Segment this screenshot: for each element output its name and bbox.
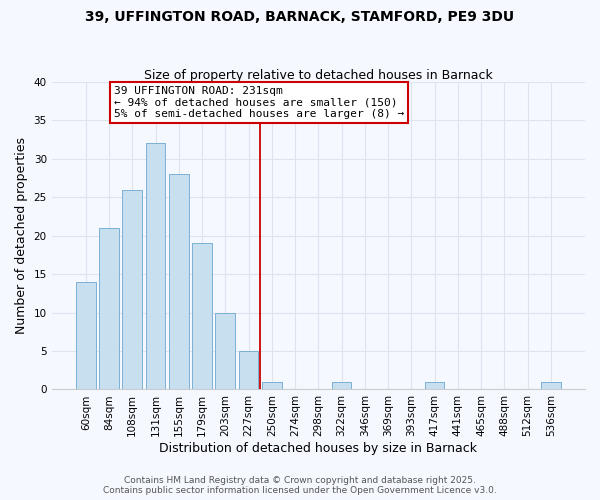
Bar [541, 382, 561, 390]
Bar [239, 351, 259, 390]
Title: Size of property relative to detached houses in Barnack: Size of property relative to detached ho… [144, 69, 493, 82]
Bar [332, 382, 352, 390]
Text: Contains HM Land Registry data © Crown copyright and database right 2025.
Contai: Contains HM Land Registry data © Crown c… [103, 476, 497, 495]
Bar [192, 244, 212, 390]
Bar [122, 190, 142, 390]
Bar [262, 382, 282, 390]
Bar [146, 144, 166, 390]
Bar [169, 174, 188, 390]
Bar [215, 312, 235, 390]
Bar [76, 282, 95, 390]
X-axis label: Distribution of detached houses by size in Barnack: Distribution of detached houses by size … [160, 442, 478, 455]
Text: 39, UFFINGTON ROAD, BARNACK, STAMFORD, PE9 3DU: 39, UFFINGTON ROAD, BARNACK, STAMFORD, P… [85, 10, 515, 24]
Bar [99, 228, 119, 390]
Text: 39 UFFINGTON ROAD: 231sqm
← 94% of detached houses are smaller (150)
5% of semi-: 39 UFFINGTON ROAD: 231sqm ← 94% of detac… [113, 86, 404, 119]
Y-axis label: Number of detached properties: Number of detached properties [15, 137, 28, 334]
Bar [425, 382, 445, 390]
